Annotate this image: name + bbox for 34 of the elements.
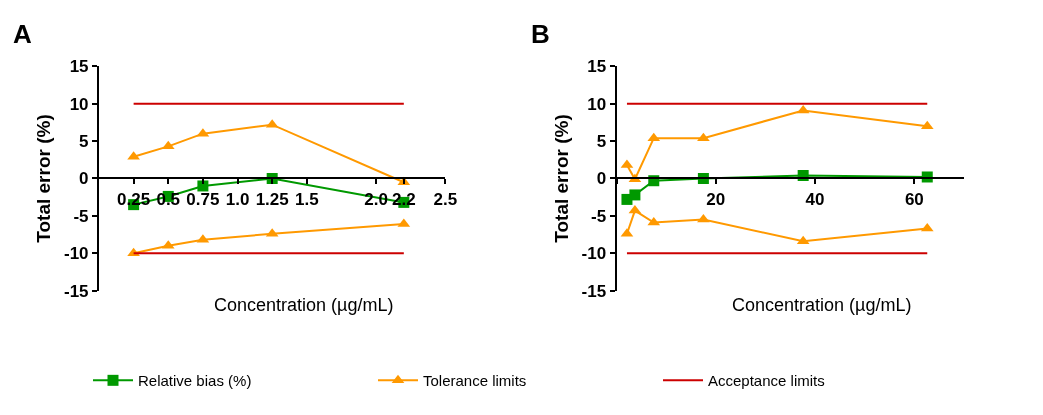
- y-tick-label: 10: [69, 94, 89, 114]
- y-tick-label: -15: [581, 281, 607, 301]
- x-tick-label: 1.25: [255, 189, 289, 209]
- legend-label: Tolerance limits: [423, 372, 527, 390]
- y-tick-label: 10: [587, 94, 607, 114]
- x-tick-label: 1.0: [225, 189, 250, 209]
- y-tick-label: 5: [79, 132, 89, 152]
- y-tick-label: 5: [596, 132, 607, 152]
- x-tick-label: 2.5: [433, 189, 458, 209]
- x-tick-label: 20: [706, 189, 726, 209]
- y-tick-label: 0: [79, 169, 89, 189]
- x-tick-label: 40: [805, 189, 825, 209]
- y-tick-label: -5: [591, 206, 607, 226]
- y-axis-title: Total error (%): [33, 114, 55, 243]
- point: [161, 140, 175, 150]
- point: [197, 180, 209, 192]
- y-tick-label: -5: [73, 206, 89, 226]
- y-tick-label: -15: [64, 281, 89, 301]
- y-tick-label: -10: [64, 244, 89, 264]
- legend-label: Acceptance limits: [708, 372, 825, 390]
- x-tick-label: 60: [904, 189, 924, 209]
- x-tick-label: 0.75: [186, 189, 220, 209]
- y-tick-label: -10: [581, 244, 607, 264]
- chart-title: A: [13, 19, 32, 49]
- y-tick-label: 15: [587, 57, 607, 77]
- y-axis-title: Total error (%): [550, 114, 572, 243]
- y-tick-label: 15: [69, 57, 89, 77]
- x-tick-label: 1.5: [295, 189, 319, 209]
- chart-title: B: [531, 19, 550, 49]
- legend-label: Relative bias (%): [138, 372, 252, 390]
- point: [629, 189, 641, 201]
- x-axis-title: Concentration (µg/mL): [214, 295, 394, 315]
- x-axis-title: Concentration (µg/mL): [732, 295, 912, 315]
- y-tick-label: 0: [596, 169, 607, 189]
